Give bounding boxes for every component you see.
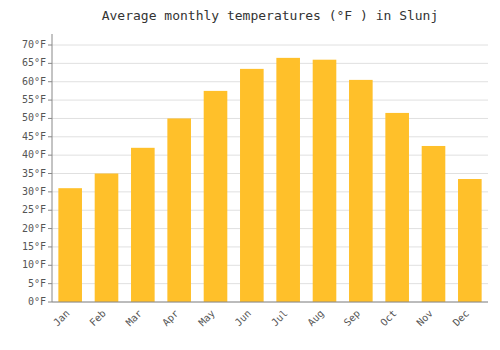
x-tick-label: Mar [124,308,145,329]
bar [167,118,191,302]
y-tick-label: 30°F [22,186,46,197]
y-tick-label: 40°F [22,149,46,160]
y-tick [48,173,52,174]
y-tick [48,210,52,211]
bar [131,148,155,302]
y-axis: 0°F 5°F 10°F 15°F 20°F 25°F 30°F 35°F 40°F 45°F 50… [22,34,52,307]
y-tick [48,63,52,64]
grid-line [52,45,488,46]
bar [385,113,409,302]
y-tick-label: 70°F [22,39,46,50]
x-axis-line [52,302,488,303]
x-tick-label: Jul [269,308,290,329]
y-tick [48,118,52,119]
x-tick-label: Dec [451,308,472,329]
x-tick-label: Sep [342,308,363,329]
y-tick-label: 15°F [22,241,46,252]
y-tick [48,265,52,266]
y-tick [48,136,52,137]
title: Average monthly temperatures (°F ) in Sl… [102,8,439,23]
y-tick-label: 10°F [22,259,46,270]
x-tick-label: Feb [87,308,108,329]
y-tick-label: 25°F [22,204,46,215]
y-tick-label: 55°F [22,94,46,105]
x-tick-label: Nov [414,308,435,329]
y-tick-label: 0°F [28,296,46,307]
x-tick-label: Aug [305,308,326,329]
grid-line [52,136,488,137]
x-tick-label: Jun [233,308,254,329]
x-tick-label: Jan [51,308,72,329]
y-tick-label: 5°F [28,278,46,289]
y-tick [48,81,52,82]
y-tick [48,228,52,229]
y-tick-label: 35°F [22,168,46,179]
grid-line [52,81,488,82]
grid-line [52,63,488,64]
x-tick-label: May [196,308,217,329]
bar [458,179,482,302]
y-tick-label: 65°F [22,57,46,68]
y-axis-line [52,34,53,302]
bar [349,80,373,302]
bar [58,188,82,302]
grid-line [52,100,488,101]
y-tick [48,45,52,46]
bars [58,58,481,302]
y-tick-label: 45°F [22,131,46,142]
y-tick [48,283,52,284]
grid-line [52,302,488,303]
y-tick-label: 60°F [22,76,46,87]
page: {"chart_data": {"type": "bar", "title": … [0,0,500,350]
y-tick [48,155,52,156]
bar [95,174,119,302]
x-axis: Jan Feb Mar Apr May Jun Jul Aug Sep Oct Nov Dec [51,302,488,328]
x-tick-label: Oct [378,308,399,329]
y-tick [48,302,52,303]
y-grid [52,45,488,302]
y-tick [48,246,52,247]
y-tick-label: 50°F [22,112,46,123]
bar [240,69,264,302]
x-tick-label: Apr [160,308,181,329]
bar [313,60,337,302]
grid-line [52,118,488,119]
chart: 0°F 5°F 10°F 15°F 20°F 25°F 30°F 35°F 40°F 45°F 50… [0,0,500,350]
bar [276,58,300,302]
y-tick [48,191,52,192]
bar [422,146,446,302]
bar [204,91,228,302]
y-tick [48,100,52,101]
y-tick-label: 20°F [22,223,46,234]
